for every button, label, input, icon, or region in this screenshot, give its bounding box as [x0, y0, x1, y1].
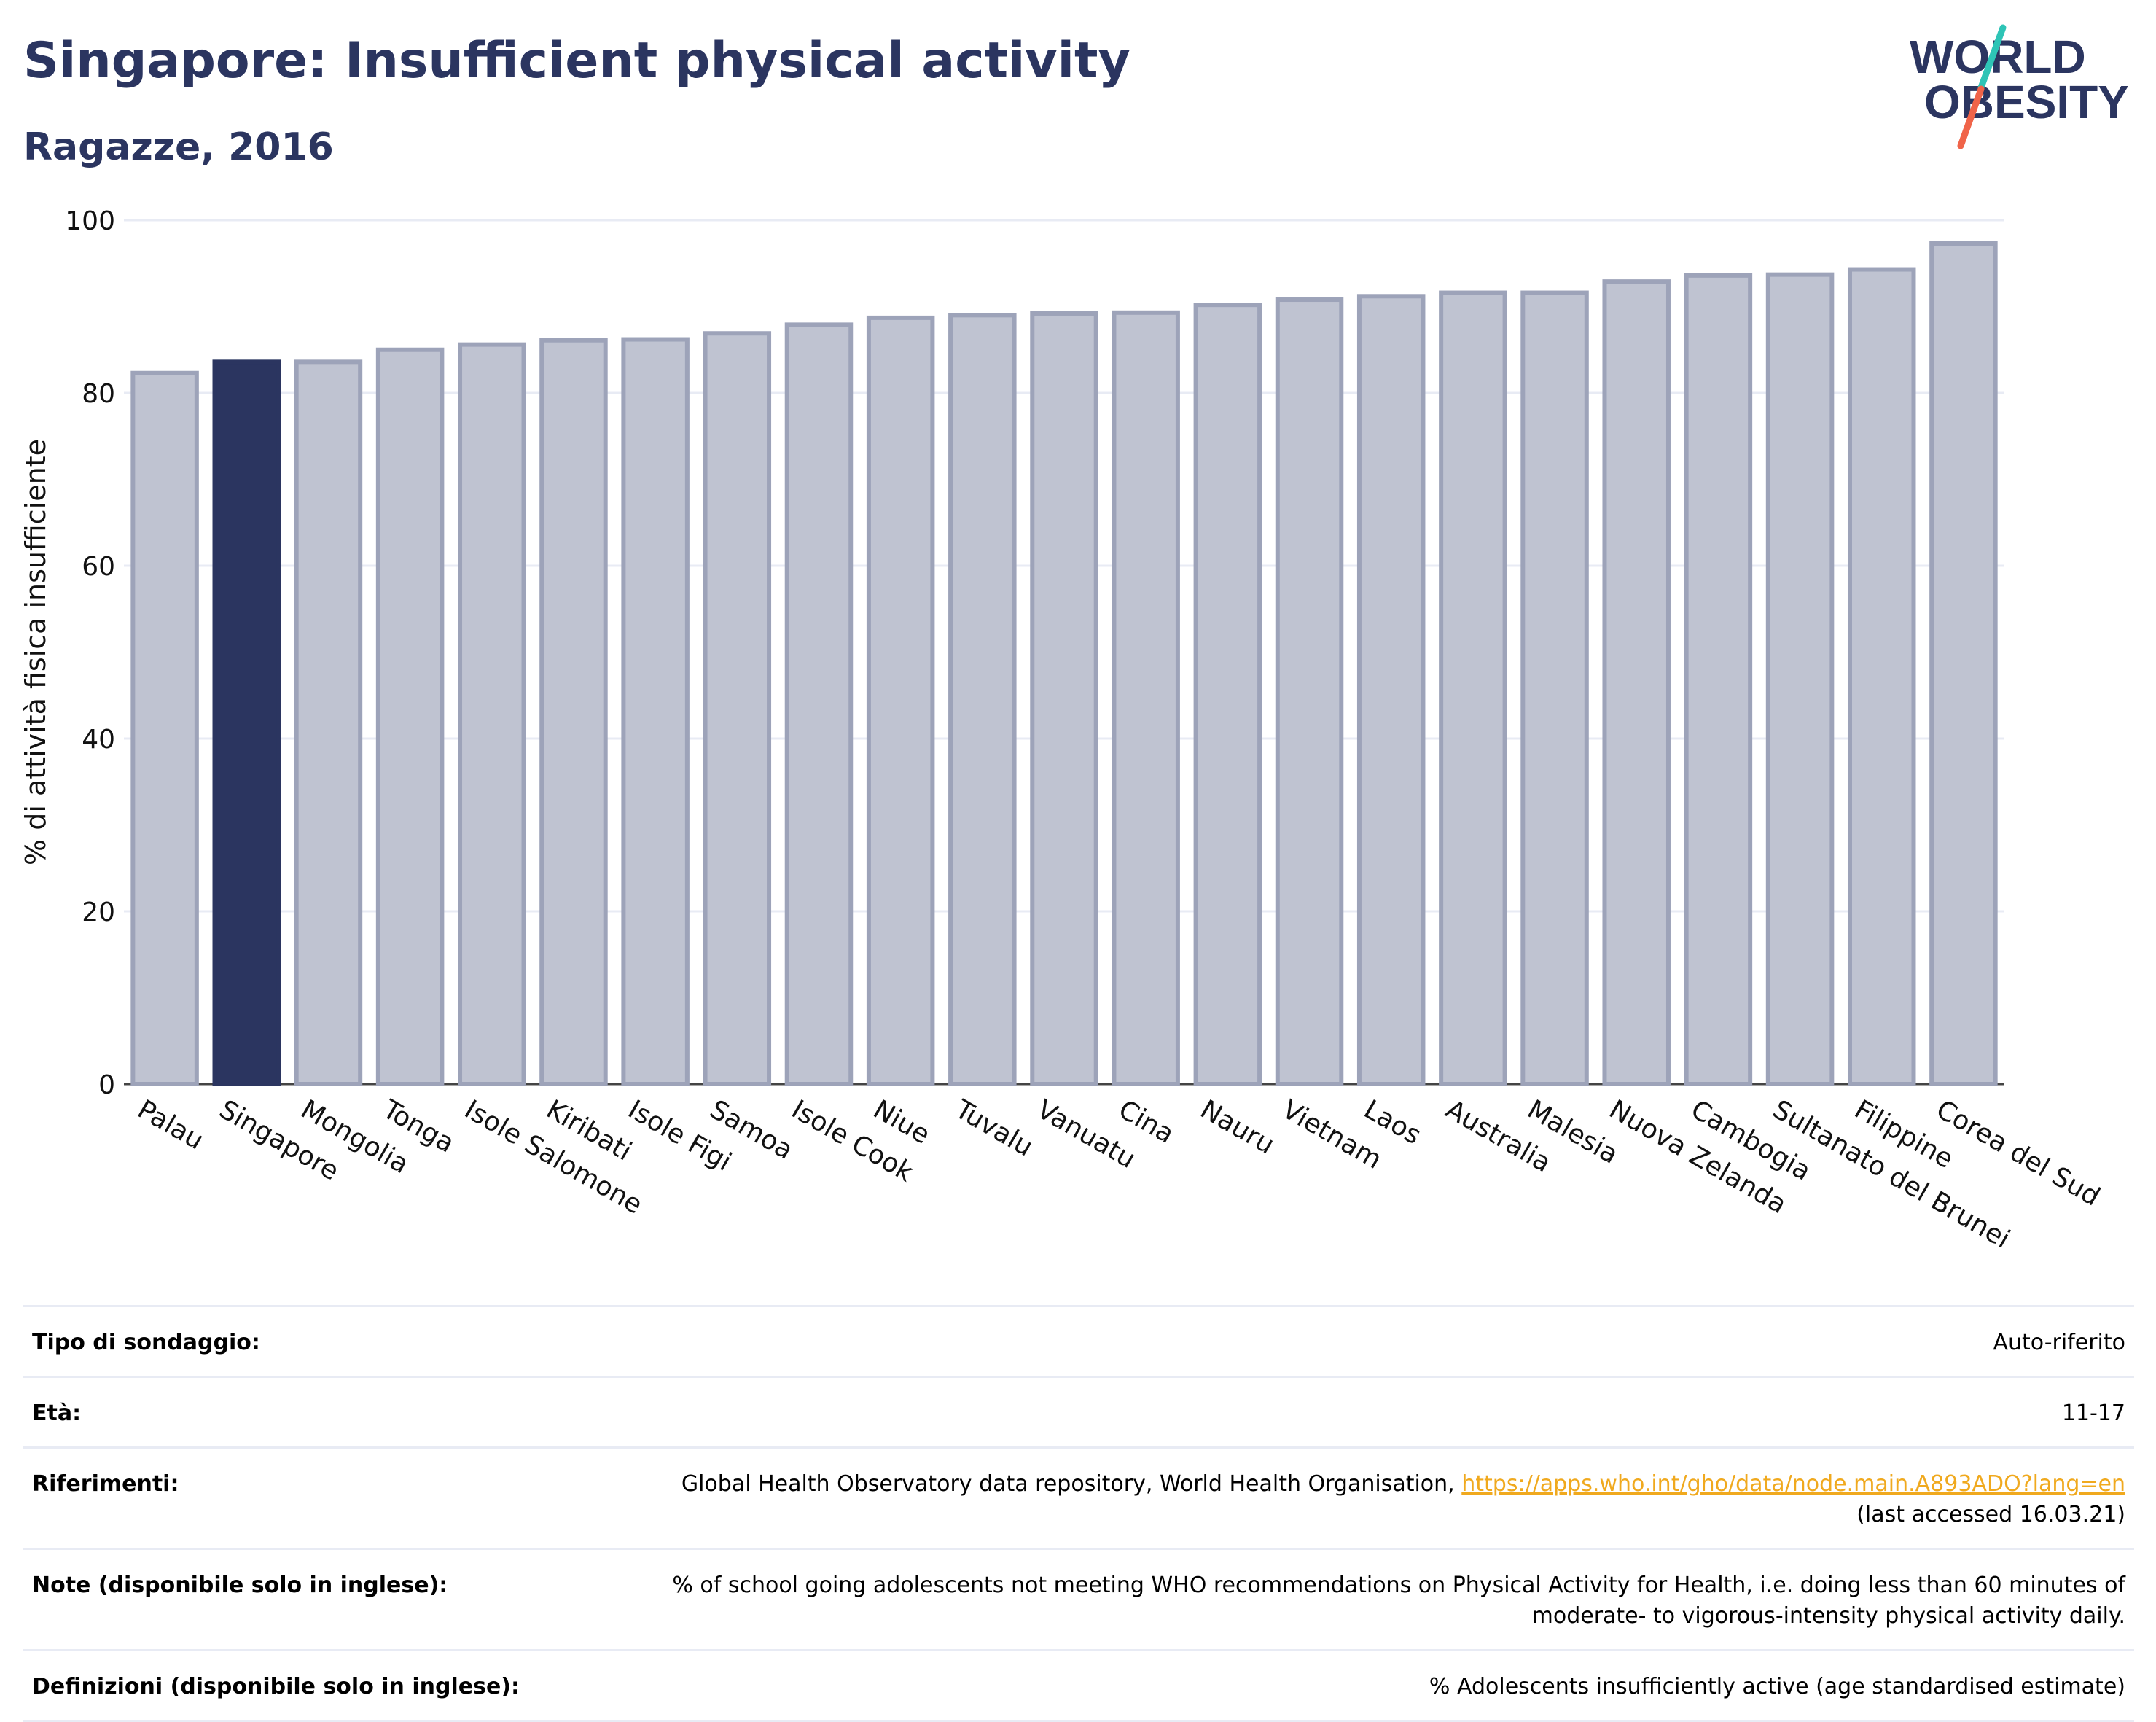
bar-singapore — [212, 359, 281, 1086]
chart-subtitle: Ragazze, 2016 — [23, 125, 334, 169]
info-value: Global Health Observatory data repositor… — [595, 1448, 2134, 1549]
info-key: Tipo di sondaggio: — [32, 1330, 260, 1355]
logo-slash-coral — [1957, 85, 1985, 149]
info-value: % Adolescents insufficiently active (age… — [595, 1651, 2134, 1721]
info-row: Tipo di sondaggio: Auto-riferito — [23, 1306, 2134, 1377]
info-value-text: Auto-riferito — [1993, 1330, 2125, 1355]
bar-niue — [866, 315, 935, 1086]
bar-nuova-zelanda — [1602, 279, 1671, 1086]
bar-mongolia — [294, 359, 363, 1086]
info-row: Definizioni (disponibile solo in inglese… — [23, 1650, 2134, 1721]
y-tick-label: 0 — [98, 1070, 115, 1100]
bar-laos — [1356, 294, 1426, 1086]
x-tick-label: Palau — [133, 1094, 209, 1156]
bar-isole-figi — [621, 337, 690, 1086]
bar-tuvalu — [948, 313, 1017, 1087]
bar-nauru — [1193, 303, 1262, 1086]
bar-australia — [1439, 290, 1507, 1086]
info-row: Età: 11-17 — [23, 1376, 2134, 1448]
info-value-text: % Adolescents insufficiently active (age… — [1429, 1674, 2125, 1699]
y-tick-label: 60 — [82, 552, 115, 582]
bar-corea-del-sud — [1929, 241, 1998, 1087]
info-row: Note (disponibile solo in inglese): % of … — [23, 1548, 2134, 1651]
info-value-suffix: (last accessed 16.03.21) — [1856, 1502, 2125, 1527]
info-value: Auto-riferito — [595, 1306, 2134, 1377]
info-value-text: Global Health Observatory data repositor… — [681, 1471, 1455, 1497]
x-tick-label: Nauru — [1195, 1094, 1279, 1160]
info-key: Note (disponibile solo in inglese): — [32, 1573, 448, 1598]
info-value: % of school going adolescents not meetin… — [595, 1549, 2134, 1651]
bar-isole-cook — [784, 322, 854, 1086]
y-tick-label: 20 — [82, 897, 115, 927]
bar-samoa — [703, 331, 772, 1087]
y-tick-label: 40 — [82, 725, 115, 755]
logo-text-obesity: OBESITY — [1924, 76, 2129, 128]
bar-isole-salomone — [458, 342, 526, 1086]
bar-vietnam — [1275, 297, 1344, 1086]
bar-kiribati — [539, 338, 608, 1086]
info-key: Età: — [32, 1400, 82, 1426]
info-row: Riferimenti: Global Health Observatory da… — [23, 1447, 2134, 1549]
bar-chart: 0 20 40 60 80 100 Palau SingaporeMongoliaTonga… — [20, 206, 2105, 1255]
bar-sultanato-del-brunei — [1765, 272, 1835, 1086]
world-obesity-logo: WORLD OBESITY — [1910, 24, 2129, 149]
bar-tonga — [375, 347, 445, 1086]
y-tick-label: 100 — [65, 206, 115, 236]
info-value-text: % of school going adolescents not meetin… — [672, 1573, 2125, 1629]
bar-vanuatu — [1030, 311, 1098, 1087]
reference-link[interactable]: https://apps.who.int/gho/data/node.main.… — [1461, 1471, 2125, 1497]
bar-cambogia — [1684, 273, 1753, 1087]
bar-palau — [130, 370, 199, 1086]
y-ticks-layer: 0 20 40 60 80 100 — [65, 206, 115, 1100]
bars-layer — [130, 241, 1998, 1087]
info-key: Riferimenti: — [32, 1471, 179, 1497]
bar-malesia — [1520, 290, 1589, 1086]
x-tick-label: Corea del Sud — [1931, 1094, 2105, 1212]
bar-filippine — [1847, 267, 1916, 1086]
bar-cina — [1112, 310, 1180, 1086]
info-table: Tipo di sondaggio: Auto-riferito Età: 11-17… — [23, 1305, 2134, 1722]
y-tick-label: 80 — [82, 379, 115, 409]
info-key: Definizioni (disponibile solo in inglese… — [32, 1674, 520, 1699]
info-value-text: 11-17 — [2061, 1400, 2125, 1426]
info-value: 11-17 — [595, 1377, 2134, 1448]
logo-slash-teal — [1977, 24, 2007, 91]
chart-title: Singapore: Insufficient physical activit… — [23, 32, 1130, 90]
x-tick-label: Tuvalu — [949, 1094, 1037, 1163]
y-axis-label: % di attività fisica insufficiente — [20, 439, 52, 865]
